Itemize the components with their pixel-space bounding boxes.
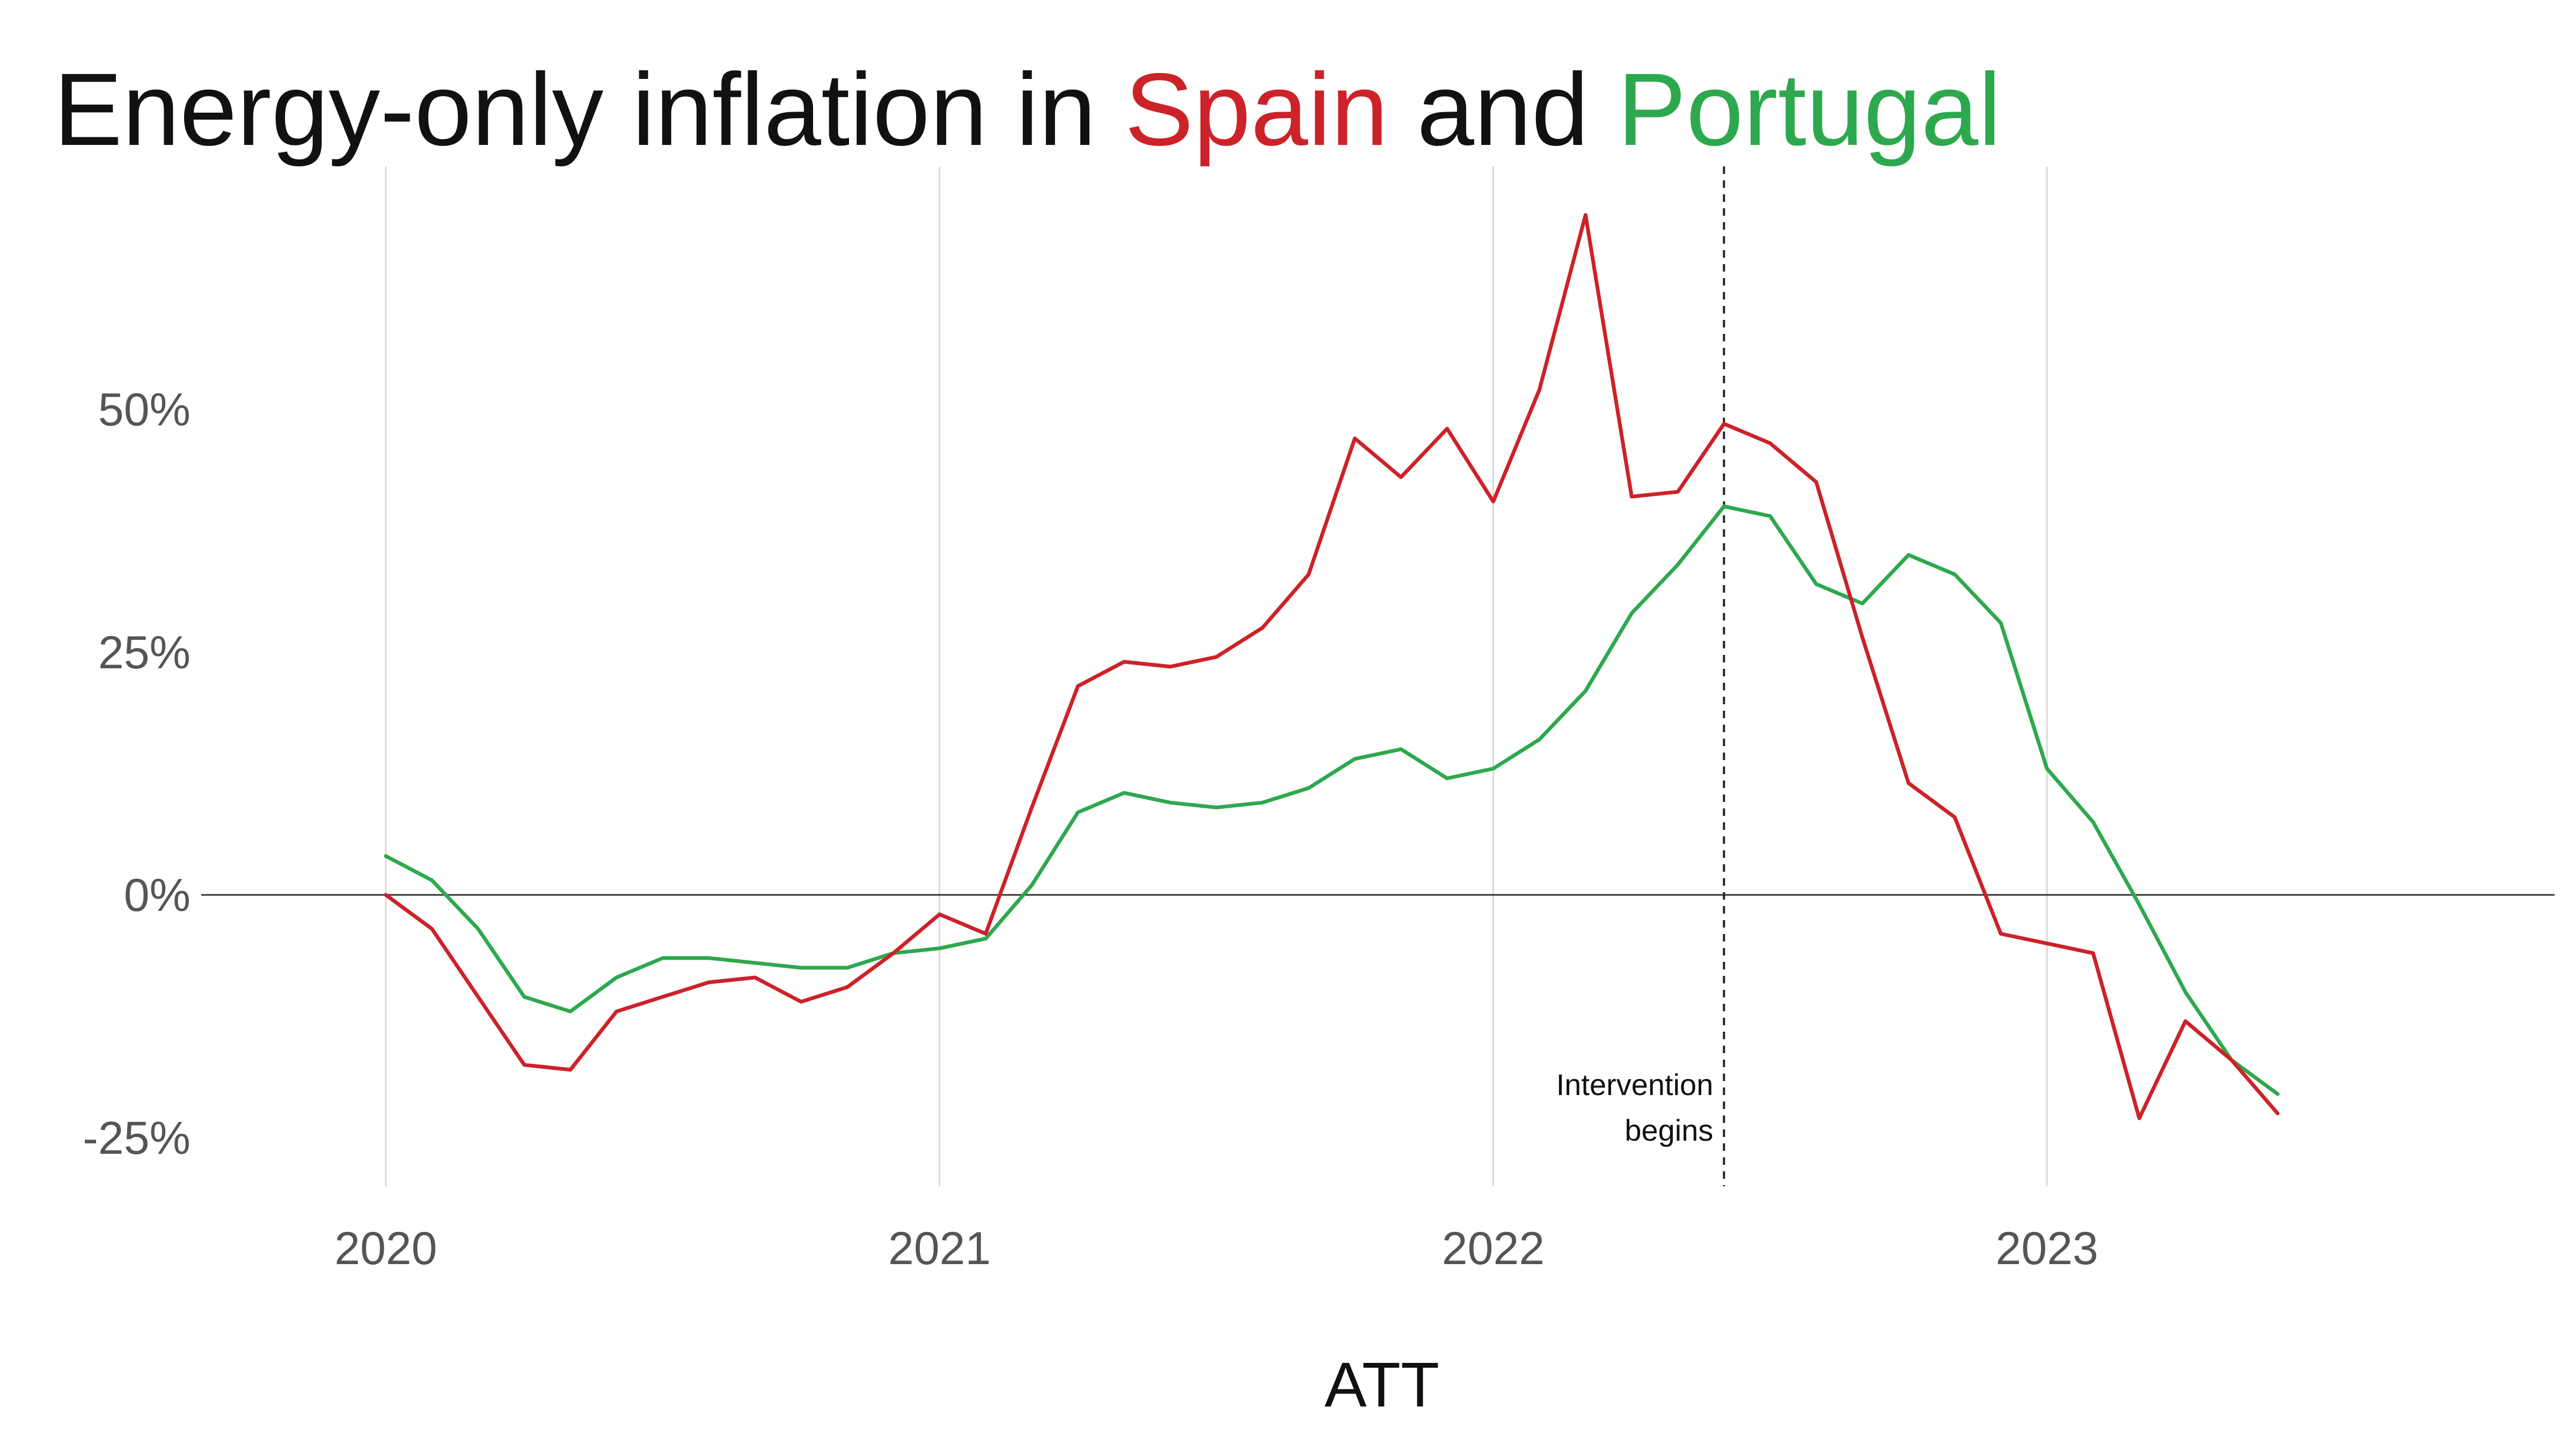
chart-title: Energy-only inflation in Spain and Portu…: [54, 52, 2001, 167]
annotation-layer: Intervention begins: [1556, 166, 1725, 1186]
x-tick-labels: 2020 2021 2022 2023: [334, 1223, 2098, 1274]
annotation-line1: Intervention: [1556, 1068, 1714, 1101]
series-layer: [384, 213, 2280, 1120]
y-tick-label--25: -25%: [83, 1113, 191, 1164]
x-tick-label-2021: 2021: [888, 1223, 991, 1274]
grid-layer: [385, 166, 2048, 1186]
title-spain: Spain: [1125, 52, 1388, 167]
y-tick-label-50: 50%: [98, 384, 191, 435]
x-tick-label-2023: 2023: [1996, 1223, 2098, 1274]
y-tick-label-0: 0%: [124, 870, 191, 921]
x-tick-label-2020: 2020: [334, 1223, 437, 1274]
y-tick-labels: 50% 25% 0% -25%: [83, 384, 191, 1164]
y-tick-label-25: 25%: [98, 627, 191, 678]
annotation-line2: begins: [1624, 1113, 1713, 1147]
series-line-spain: [384, 213, 2280, 1120]
title-prefix: Energy-only inflation in: [54, 52, 1125, 167]
series-line-portugal: [384, 504, 2280, 1096]
title-portugal: Portugal: [1618, 52, 2001, 167]
x-tick-label-2022: 2022: [1442, 1223, 1545, 1274]
title-middle: and: [1388, 52, 1618, 167]
x-axis-title: ATT: [1324, 1349, 1439, 1420]
